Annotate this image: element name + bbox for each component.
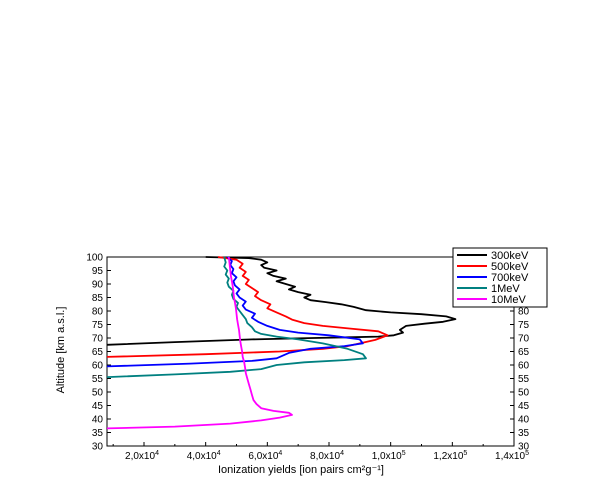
y-tick-label-left: 60 xyxy=(92,361,104,372)
y-tick-label-left: 30 xyxy=(92,442,104,453)
legend-label-700keV: 700keV xyxy=(491,272,529,284)
x-tick-label: 2,0x104 xyxy=(125,450,159,462)
y-tick-label-left: 85 xyxy=(92,293,104,304)
y-axis-title: Altitude [km a.s.l.] xyxy=(55,307,67,394)
x-tick-label: 4,0x104 xyxy=(187,450,221,462)
y-tick-label-left: 55 xyxy=(92,374,104,385)
series-line-10MeV xyxy=(106,256,293,430)
y-tick-label-right: 60 xyxy=(518,361,530,372)
series-line-700keV xyxy=(106,256,364,368)
y-tick-label-right: 55 xyxy=(518,374,530,385)
legend-label-10MeV: 10MeV xyxy=(491,294,527,306)
x-axis-title: Ionization yields [ion pairs cm²g⁻¹] xyxy=(218,464,384,476)
y-tick-label-left: 50 xyxy=(92,388,104,399)
series-line-300keV xyxy=(106,256,457,346)
x-tick-label: 1,0x105 xyxy=(372,450,406,462)
y-tick-label-left: 70 xyxy=(92,334,104,345)
y-tick-label-right: 65 xyxy=(518,347,530,358)
y-tick-label-right: 35 xyxy=(518,428,530,439)
series-line-1MeV xyxy=(106,256,367,378)
y-tick-label-left: 90 xyxy=(92,280,104,291)
y-tick-label-left: 75 xyxy=(92,320,104,331)
y-tick-label-left: 65 xyxy=(92,347,104,358)
x-tick-label: 6,0x104 xyxy=(248,450,282,462)
y-axis-ticks-left: 30 35 40 45 50 55 60 65 70 75 80 85 90 95 100 xyxy=(86,253,111,453)
y-tick-label-left: 35 xyxy=(92,428,104,439)
y-tick-label-right: 45 xyxy=(518,401,530,412)
x-axis-ticks: 2,0x104 4,0x104 6,0x104 8,0x104 1,0x105 1,2x1… xyxy=(112,442,529,462)
y-tick-label-left: 40 xyxy=(92,415,104,426)
y-tick-label-left: 45 xyxy=(92,401,104,412)
series-line-500keV xyxy=(106,256,389,358)
y-tick-label-left: 80 xyxy=(92,307,104,318)
y-tick-label-right: 75 xyxy=(518,320,530,331)
y-tick-label-right: 70 xyxy=(518,334,530,345)
series-layer xyxy=(106,256,457,430)
legend-label-1MeV: 1MeV xyxy=(491,283,520,295)
y-tick-label-left: 100 xyxy=(86,253,103,264)
x-tick-label: 1,4x105 xyxy=(495,450,529,462)
legend-label-500keV: 500keV xyxy=(491,261,529,273)
y-tick-label-left: 95 xyxy=(92,266,104,277)
y-tick-label-right: 40 xyxy=(518,415,530,426)
y-tick-label-right: 50 xyxy=(518,388,530,399)
x-tick-label: 8,0x104 xyxy=(310,450,344,462)
y-tick-label-right: 30 xyxy=(518,442,530,453)
x-tick-label: 1,2x105 xyxy=(433,450,467,462)
y-tick-label-right: 80 xyxy=(518,307,530,318)
legend-label-300keV: 300keV xyxy=(491,250,529,262)
